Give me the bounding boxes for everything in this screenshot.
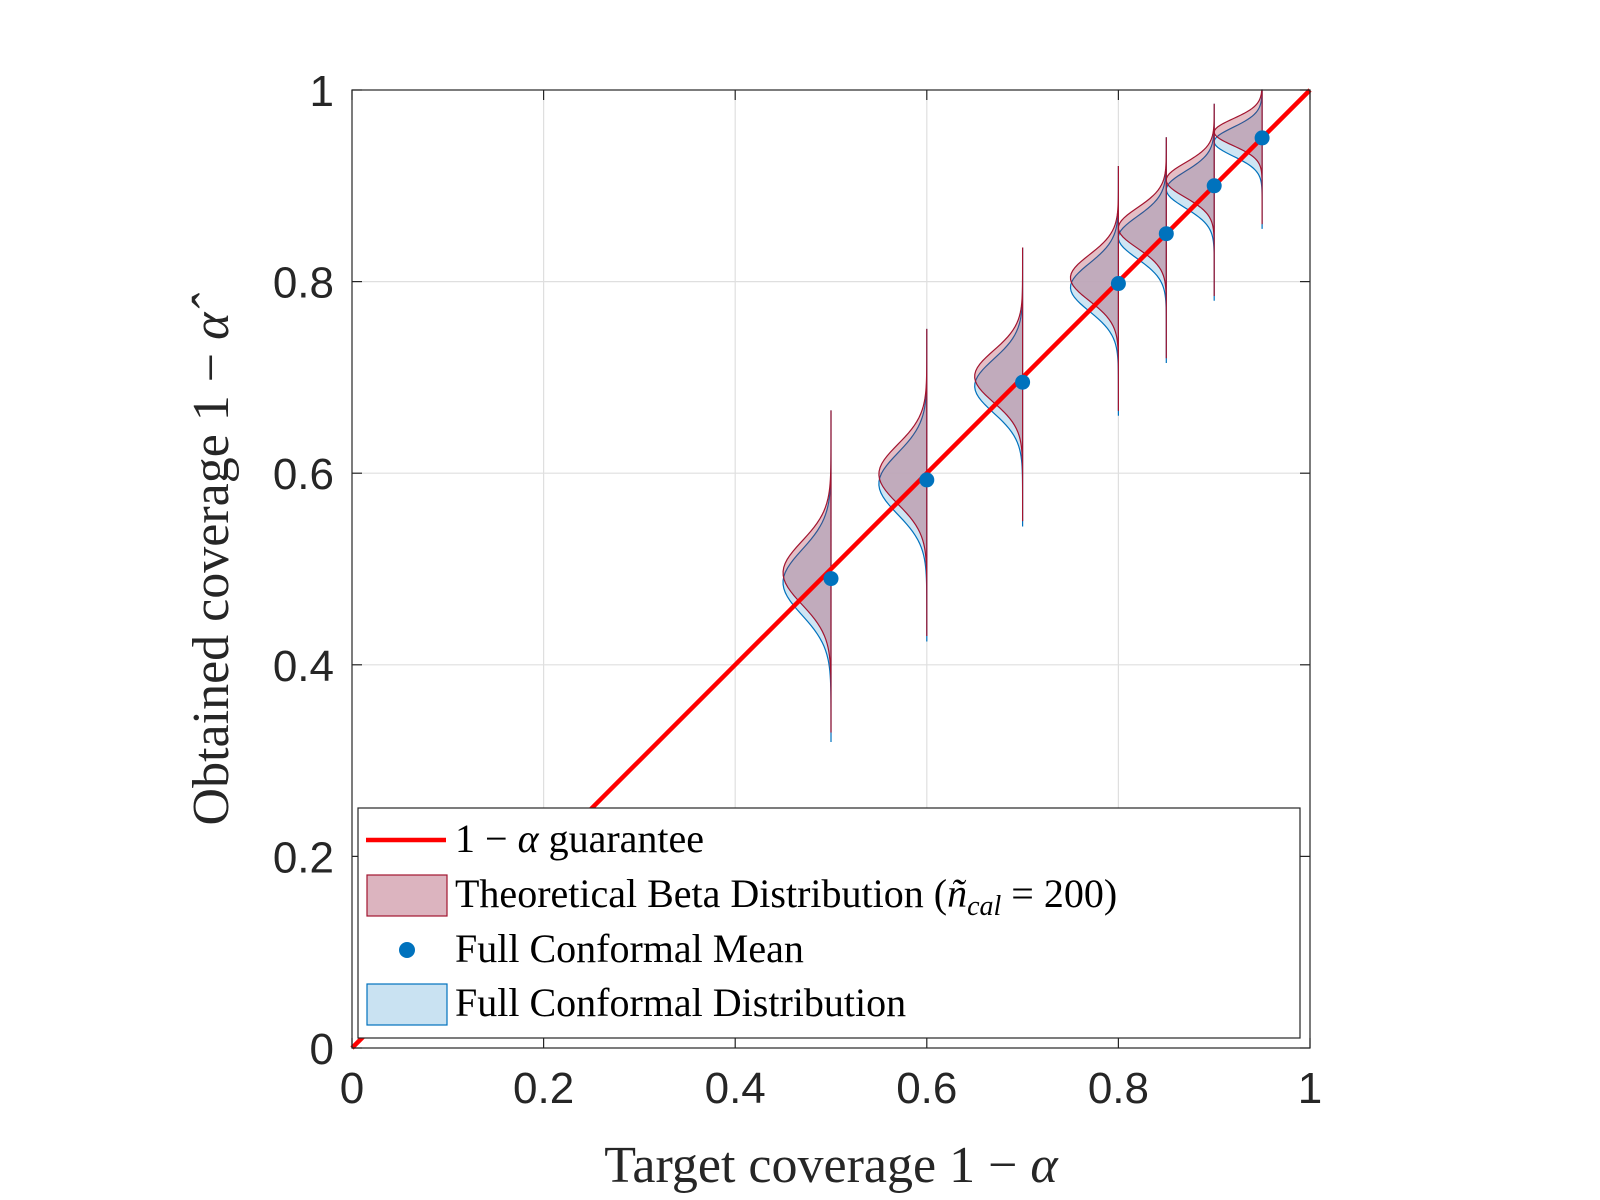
y-axis-title: Obtained coverage 1 − α̂ (183, 293, 240, 826)
beta-violin-6 (1213, 89, 1263, 225)
mean-points (823, 130, 1270, 587)
legend-label-conformal: Full Conformal Distribution (455, 980, 906, 1025)
y-tick-label-5: 1 (310, 67, 334, 116)
mean-point-6 (1254, 130, 1270, 146)
beta-violin-4 (1117, 137, 1167, 359)
legend-label-mean: Full Conformal Mean (455, 926, 804, 971)
x-tick-label-3: 0.6 (896, 1064, 957, 1113)
x-tick-label-0: 0 (340, 1064, 364, 1113)
legend-label-beta: Theoretical Beta Distribution (ñcal = 20… (455, 871, 1117, 922)
legend-swatch-beta (366, 874, 448, 917)
y-tick-label-2: 0.4 (273, 642, 334, 691)
x-tick-label-4: 0.8 (1088, 1064, 1149, 1113)
beta-violin-1 (878, 329, 928, 637)
y-tick-label-3: 0.6 (273, 450, 334, 499)
beta-violin-0 (782, 410, 832, 732)
y-tick-label-1: 0.2 (273, 833, 334, 882)
mean-point-5 (1206, 178, 1222, 194)
legend: 1 − α guarantee Theoretical Beta Distrib… (357, 807, 1301, 1039)
legend-swatch-conformal (366, 983, 448, 1026)
beta-violin-2 (974, 248, 1024, 522)
beta-violin-5 (1165, 104, 1215, 296)
x-tick-label-5: 1 (1298, 1064, 1322, 1113)
legend-label-guarantee: 1 − α guarantee (455, 816, 704, 861)
axes-box (351, 89, 1311, 1049)
beta-violin-3 (1069, 166, 1119, 411)
mean-point-4 (1158, 226, 1174, 242)
y-tick-label-4: 0.8 (273, 259, 334, 308)
legend-swatch-mean (399, 942, 415, 958)
ticks: 0 0.2 0.4 0.6 0.8 1 0 0.2 0.4 0.6 0.8 1 (273, 67, 1322, 1113)
mean-point-2 (1015, 374, 1031, 390)
x-tick-label-2: 0.4 (705, 1064, 766, 1113)
legend-box (357, 807, 1301, 1039)
y-tick-label-0: 0 (310, 1025, 334, 1074)
x-axis-title: Target coverage 1 − α (604, 1137, 1059, 1194)
x-tick-label-1: 0.2 (513, 1064, 574, 1113)
mean-point-0 (823, 571, 839, 587)
mean-point-1 (919, 472, 935, 488)
violins (782, 89, 1263, 742)
mean-point-3 (1110, 276, 1126, 292)
